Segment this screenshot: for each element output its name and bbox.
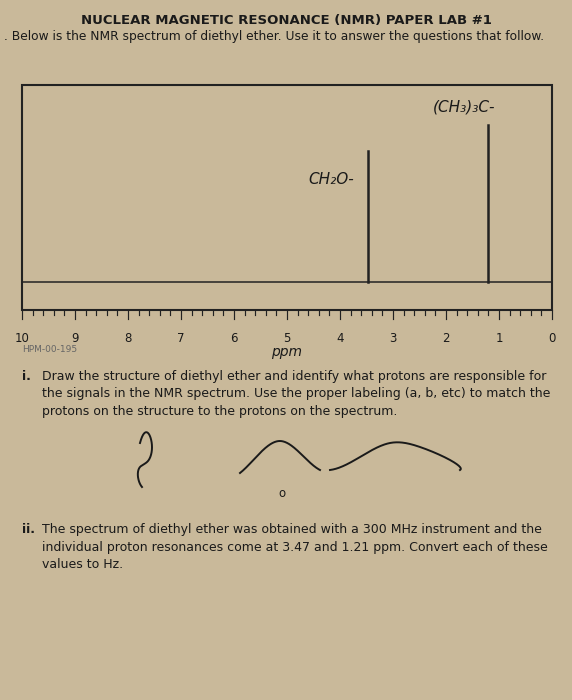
Text: 5: 5 — [283, 332, 291, 345]
Text: HPM-00-195: HPM-00-195 — [22, 345, 77, 354]
Text: 1: 1 — [495, 332, 503, 345]
Text: i.: i. — [22, 370, 31, 383]
Text: 7: 7 — [177, 332, 185, 345]
Text: o: o — [279, 487, 285, 500]
Text: . Below is the NMR spectrum of diethyl ether. Use it to answer the questions tha: . Below is the NMR spectrum of diethyl e… — [4, 30, 544, 43]
Text: 8: 8 — [124, 332, 132, 345]
Text: The spectrum of diethyl ether was obtained with a 300 MHz instrument and the
ind: The spectrum of diethyl ether was obtain… — [42, 523, 548, 571]
Text: CH₂O-: CH₂O- — [308, 172, 354, 187]
Text: NUCLEAR MAGNETIC RESONANCE (NMR) PAPER LAB #1: NUCLEAR MAGNETIC RESONANCE (NMR) PAPER L… — [81, 14, 491, 27]
Text: 3: 3 — [390, 332, 397, 345]
Text: 4: 4 — [336, 332, 344, 345]
Text: Draw the structure of diethyl ether and identify what protons are responsible fo: Draw the structure of diethyl ether and … — [42, 370, 550, 418]
Text: ppm: ppm — [272, 345, 303, 359]
Text: (CH₃)₃C-: (CH₃)₃C- — [433, 100, 495, 115]
Text: 2: 2 — [442, 332, 450, 345]
Text: 6: 6 — [231, 332, 238, 345]
Text: ii.: ii. — [22, 523, 35, 536]
Text: 0: 0 — [549, 332, 555, 345]
Text: 10: 10 — [14, 332, 29, 345]
Text: 9: 9 — [72, 332, 79, 345]
Bar — [22, 85, 552, 310]
